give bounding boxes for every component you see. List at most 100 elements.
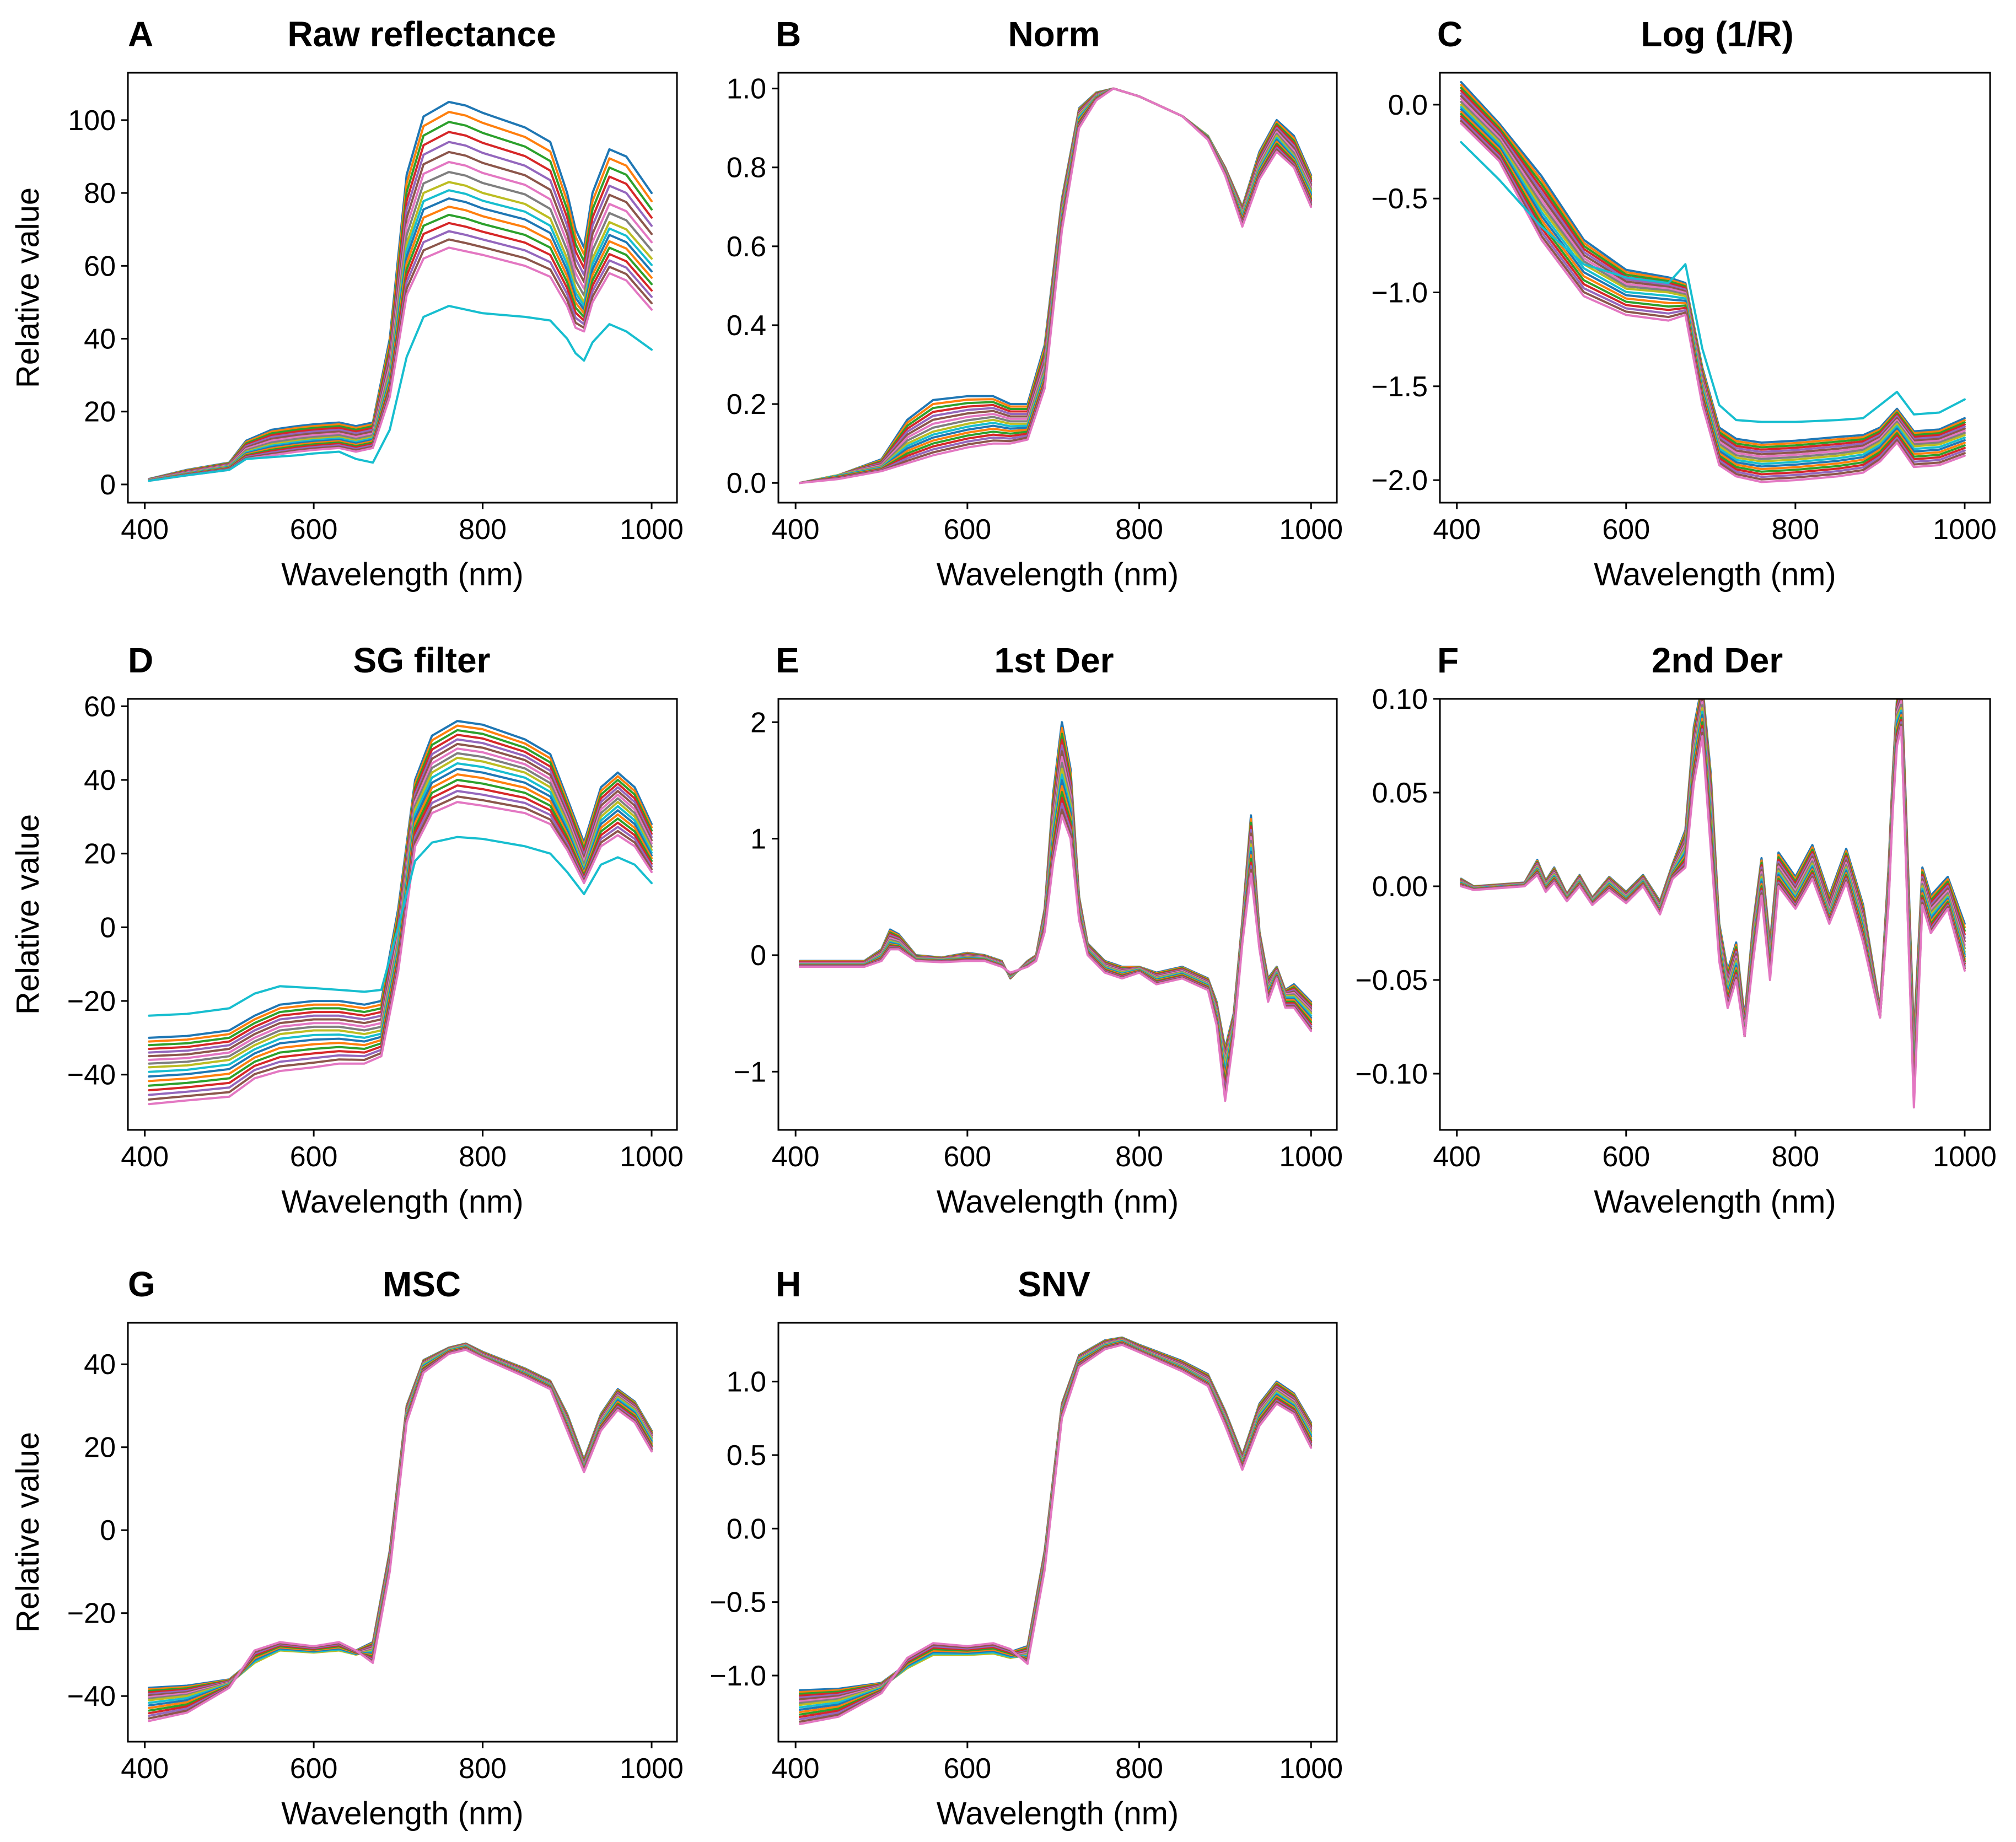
- panel-g-spectrum-line: [148, 1344, 653, 1699]
- panel-d-y-tick-label: 0: [100, 912, 116, 944]
- panel-d-y-axis-label: Relative value: [10, 814, 46, 1015]
- panel-f-y-tick-label: −0.10: [1355, 1058, 1428, 1090]
- panel-d-spectrum-line: [148, 801, 653, 1106]
- panel-g-spectrum-line: [148, 1343, 653, 1690]
- panel-g-y-tick-label: 20: [84, 1432, 116, 1464]
- panel-d-x-axis-label: Wavelength (nm): [281, 1184, 523, 1220]
- panel-b-letter: B: [776, 14, 801, 54]
- panel-g-plot-frame: [127, 1322, 678, 1743]
- panel-a-x-axis-label: Wavelength (nm): [281, 557, 523, 593]
- panel-h-spectrum-line: [799, 1339, 1313, 1704]
- panel-e-x-axis-label: Wavelength (nm): [937, 1184, 1179, 1220]
- panel-c-x-axis-label: Wavelength (nm): [1594, 557, 1836, 593]
- panel-h-spectrum-line: [799, 1342, 1313, 1718]
- panel-c-spectrum-line: [1460, 95, 1966, 456]
- panel-g-x-tick-label: 600: [290, 1753, 338, 1785]
- panel-a-y-axis-label: Relative value: [10, 187, 46, 388]
- panel-c-spectrum-line: [1460, 117, 1966, 478]
- panel-h-spectrum-line: [799, 1338, 1313, 1703]
- panel-f-x-tick-label: 800: [1771, 1141, 1819, 1173]
- panel-a-y-tick-label: 80: [84, 177, 116, 209]
- panel-b-x-axis-label: Wavelength (nm): [937, 557, 1179, 593]
- panel-e-y-tick-label: 1: [750, 823, 766, 855]
- panel-b-title: Norm: [1008, 14, 1100, 54]
- panel-b-y-tick-label: 0.4: [727, 310, 766, 342]
- panel-g-spectrum-line: [148, 1345, 653, 1704]
- panel-d-letter: D: [128, 640, 153, 680]
- panel-c-spectrum-line: [1460, 87, 1966, 449]
- panel-g-spectrum-line: [148, 1342, 653, 1689]
- panel-c-spectrum-line: [1460, 92, 1966, 453]
- panel-h-plot-frame: [777, 1322, 1338, 1743]
- panel-d-x-tick-label: 600: [290, 1141, 338, 1173]
- panel-f-title: 2nd Der: [1652, 640, 1783, 680]
- panel-d-spectrum-line: [148, 795, 653, 1101]
- panel-a-series-group: [148, 100, 653, 482]
- panel-g-x-tick-label: 400: [121, 1753, 169, 1785]
- panel-e: 400 600 800 1000 2 1 0 −1 Wavelength (nm) E 1st De…: [734, 640, 1343, 1220]
- panel-h: 400 600 800 1000 1.0 0.5 0.0 −0.5 −1.0 Wavelength…: [709, 1264, 1343, 1832]
- panel-d-title: SG filter: [353, 640, 491, 680]
- panel-a: 400 600 800 1000 0 20 40 60 80 100 Wavelength (nm)…: [10, 14, 684, 593]
- panel-h-spectrum-line: [799, 1338, 1313, 1699]
- panel-h-x-tick-label: 600: [943, 1753, 991, 1785]
- panel-a-spectrum-line: [148, 171, 653, 481]
- panel-d-series-group: [148, 720, 653, 1106]
- panel-g: 400 600 800 1000 40 20 0 −20 −40 Wavelength (nm) R…: [10, 1264, 684, 1832]
- panel-g-y-axis-label: Relative value: [10, 1432, 46, 1633]
- panel-h-spectrum-line: [799, 1339, 1313, 1706]
- panel-g-series-group: [148, 1342, 653, 1722]
- panel-c-y-tick-label: −2.0: [1371, 465, 1428, 497]
- panel-h-title: SNV: [1018, 1264, 1090, 1304]
- panel-h-spectrum-line: [799, 1337, 1313, 1693]
- panel-e-x-tick-label: 600: [943, 1141, 991, 1173]
- panel-a-y-tick-label: 60: [84, 250, 116, 282]
- panel-c-y-tick-label: −1.5: [1371, 371, 1428, 403]
- panel-g-x-tick-label: 1000: [620, 1753, 684, 1785]
- panel-g-title: MSC: [383, 1264, 461, 1304]
- panel-g-spectrum-line: [148, 1343, 653, 1695]
- panel-a-x-tick-label: 400: [121, 514, 169, 546]
- panel-f-x-axis-label: Wavelength (nm): [1594, 1184, 1836, 1220]
- panel-c-y-tick-label: −0.5: [1371, 183, 1428, 215]
- panel-b-x-tick-label: 600: [943, 514, 991, 546]
- panel-c-spectrum-line: [1460, 89, 1966, 451]
- panel-g-y-tick-label: −20: [67, 1598, 116, 1630]
- panel-c-y-tick-label: 0.0: [1388, 89, 1428, 121]
- panel-d-y-tick-label: 20: [84, 838, 116, 870]
- panel-c-spectrum-line: [1460, 81, 1966, 444]
- panel-g-spectrum-line: [148, 1343, 653, 1694]
- panel-a-spectrum-line: [148, 246, 653, 482]
- panel-g-spectrum-line: [148, 1344, 653, 1700]
- panel-g-spectrum-line: [148, 1347, 653, 1715]
- panel-a-spectrum-line: [148, 150, 653, 481]
- panel-h-x-tick-label: 400: [772, 1753, 820, 1785]
- panel-e-series-group: [799, 721, 1313, 1102]
- panel-g-spectrum-line: [148, 1343, 653, 1692]
- panel-f-y-tick-label: 0.05: [1372, 777, 1428, 809]
- panel-h-spectrum-line: [799, 1340, 1313, 1711]
- panel-g-y-tick-label: 0: [100, 1515, 116, 1547]
- panel-b-y-tick-label: 0.2: [727, 389, 766, 421]
- panel-c-series-group: [1460, 81, 1966, 483]
- panel-f-x-tick-label: 400: [1433, 1141, 1481, 1173]
- panel-d-y-tick-label: −40: [67, 1059, 116, 1091]
- panel-b-plot-frame: [777, 72, 1338, 504]
- panel-a-y-tick-label: 40: [84, 324, 116, 356]
- panel-c-spectrum-line: [1460, 108, 1966, 468]
- panel-a-spectrum-line: [148, 121, 653, 481]
- panel-d-plot-frame: [127, 698, 678, 1131]
- panel-h-x-tick-label: 1000: [1279, 1753, 1343, 1785]
- panel-d-x-tick-label: 800: [459, 1141, 507, 1173]
- panel-c-spectrum-line: [1460, 98, 1966, 458]
- panel-c-x-tick-label: 400: [1433, 514, 1481, 546]
- panel-e-x-tick-label: 800: [1115, 1141, 1163, 1173]
- panel-f-x-tick-label: 1000: [1933, 1141, 1997, 1173]
- panel-a-x-tick-label: 1000: [620, 514, 684, 546]
- panel-b-x-tick-label: 800: [1115, 514, 1163, 546]
- panel-a-title: Raw reflectance: [287, 14, 556, 54]
- panel-g-spectrum-line: [148, 1348, 653, 1720]
- panel-e-plot-frame: [777, 698, 1338, 1131]
- panel-f: 400 600 800 1000 0.10 0.05 0.00 −0.05 −0.10 Wavel…: [1355, 640, 1996, 1220]
- panel-c-title: Log (1/R): [1641, 14, 1793, 54]
